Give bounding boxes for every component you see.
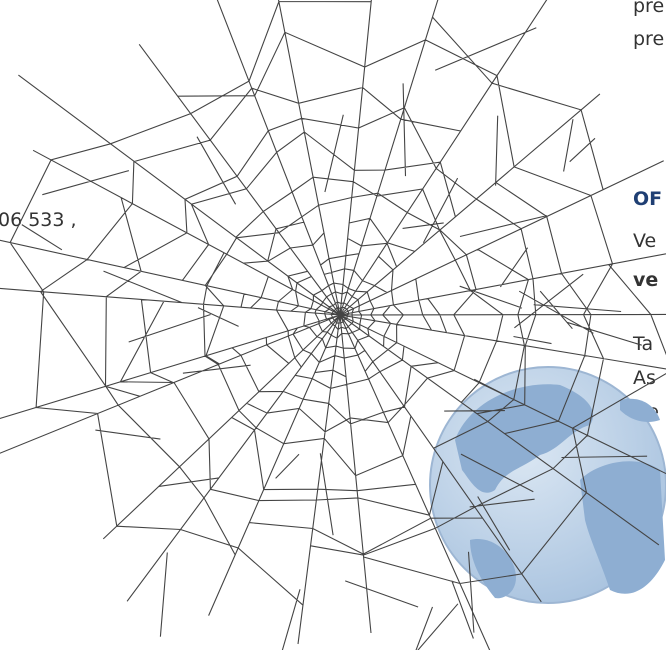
- globe: [429, 366, 666, 604]
- heading: OF: [633, 188, 663, 210]
- text-line: ve: [633, 269, 659, 291]
- text-line: pre: [633, 0, 665, 17]
- text-line: Ta: [633, 333, 654, 355]
- text-line: pre: [633, 28, 665, 50]
- text-line: Ve: [633, 230, 657, 252]
